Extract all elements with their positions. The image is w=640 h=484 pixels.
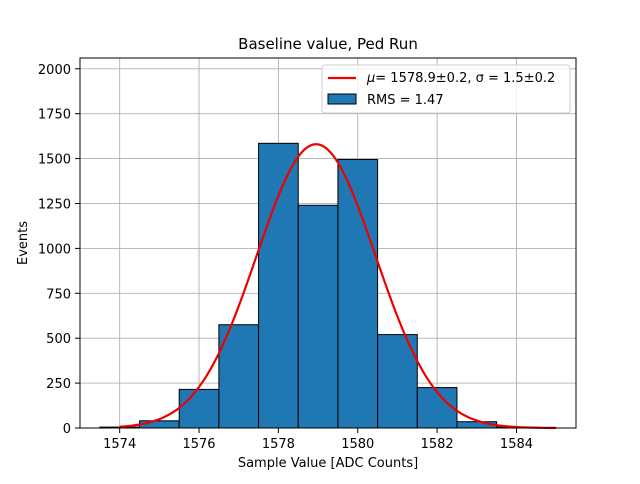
- histogram-bar: [178, 388, 220, 429]
- x-axis-ticks: 1574 1576 1578 1580 1582 1584: [103, 428, 533, 452]
- x-tick-label: 1574: [103, 437, 136, 452]
- x-tick-label: 1576: [182, 437, 215, 452]
- histogram-bar: [258, 142, 299, 429]
- legend-histogram-swatch: [327, 93, 357, 105]
- y-tick-label: 1750: [38, 108, 71, 123]
- legend-fit-entry: μ= 1578.9±0.2, σ = 1.5±0.2: [366, 71, 555, 86]
- x-tick-label: 1578: [262, 437, 295, 452]
- y-axis-label: Events: [16, 221, 31, 265]
- axes-frame: [79, 57, 577, 429]
- y-tick-label: 500: [46, 332, 71, 347]
- x-tick-label: 1582: [421, 437, 454, 452]
- legend-box: [321, 64, 571, 114]
- y-axis-ticks: 0 250 500 750 1000 1250 1500 1750 2000: [38, 63, 80, 437]
- legend: μ= 1578.9±0.2, σ = 1.5±0.2 RMS = 1.47: [321, 64, 571, 114]
- histogram-bars: [99, 142, 537, 429]
- y-tick-label: 1500: [38, 153, 71, 168]
- y-tick-label: 0: [63, 422, 71, 437]
- y-tick-label: 750: [46, 287, 71, 302]
- x-tick-label: 1580: [341, 437, 374, 452]
- histogram-bar: [416, 387, 458, 429]
- chart-title: Baseline value, Ped Run: [238, 35, 418, 53]
- legend-mu-symbol: μ: [366, 71, 375, 86]
- x-tick-label: 1584: [500, 437, 533, 452]
- y-tick-label: 1000: [38, 242, 71, 257]
- x-axis-label: Sample Value [ADC Counts]: [238, 456, 418, 471]
- histogram-bar: [218, 324, 260, 429]
- legend-histogram-entry: RMS = 1.47: [367, 93, 444, 108]
- y-tick-label: 2000: [38, 63, 71, 78]
- histogram-bar: [337, 158, 379, 429]
- y-tick-label: 250: [46, 377, 71, 392]
- legend-fit-text: = 1578.9±0.2, σ = 1.5±0.2: [375, 71, 555, 86]
- y-tick-label: 1250: [38, 197, 71, 212]
- gaussian-fit-curve: [119, 143, 557, 430]
- histogram-bar: [297, 204, 339, 429]
